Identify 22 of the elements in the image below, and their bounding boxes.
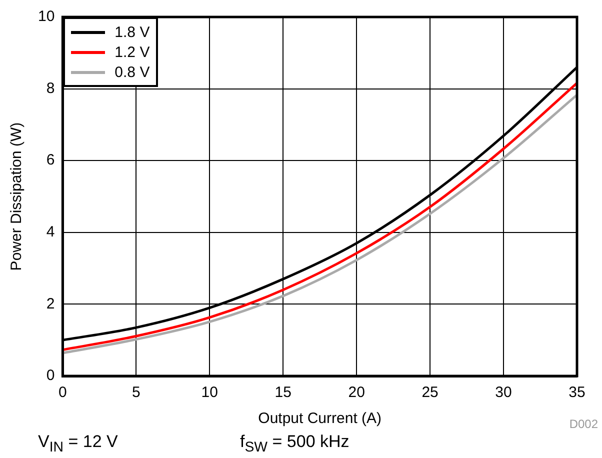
- y-tick-label: 10: [38, 8, 55, 26]
- x-tick-label: 0: [58, 384, 67, 402]
- x-tick-label: 35: [568, 384, 586, 402]
- x-tick-label: 10: [201, 384, 218, 402]
- x-tick-label: 25: [422, 384, 438, 402]
- y-tick-label: 0: [46, 367, 55, 384]
- x-axis-title: Output Current (A): [258, 410, 382, 428]
- x-tick-label: 20: [348, 384, 365, 402]
- legend-label: 1.2 V: [114, 44, 150, 60]
- x-tick-label: 5: [132, 384, 140, 402]
- x-tick-label: 15: [274, 384, 292, 402]
- y-tick-label: 6: [46, 152, 55, 169]
- y-axis-title: Power Dissipation (W): [8, 122, 26, 271]
- x-tick-label: 30: [495, 384, 512, 402]
- text: D002: [569, 417, 598, 431]
- y-tick-label: 8: [46, 80, 55, 97]
- y-tick-label: 2: [46, 295, 55, 312]
- legend-label: 1.8 V: [114, 24, 150, 40]
- y-tick-label: 4: [46, 224, 55, 241]
- legend-label: 0.8 V: [114, 64, 150, 80]
- text: V$_{IN}$ = 12 V: [38, 432, 118, 456]
- text: f$_{SW}$ = 500 kHz: [240, 432, 350, 456]
